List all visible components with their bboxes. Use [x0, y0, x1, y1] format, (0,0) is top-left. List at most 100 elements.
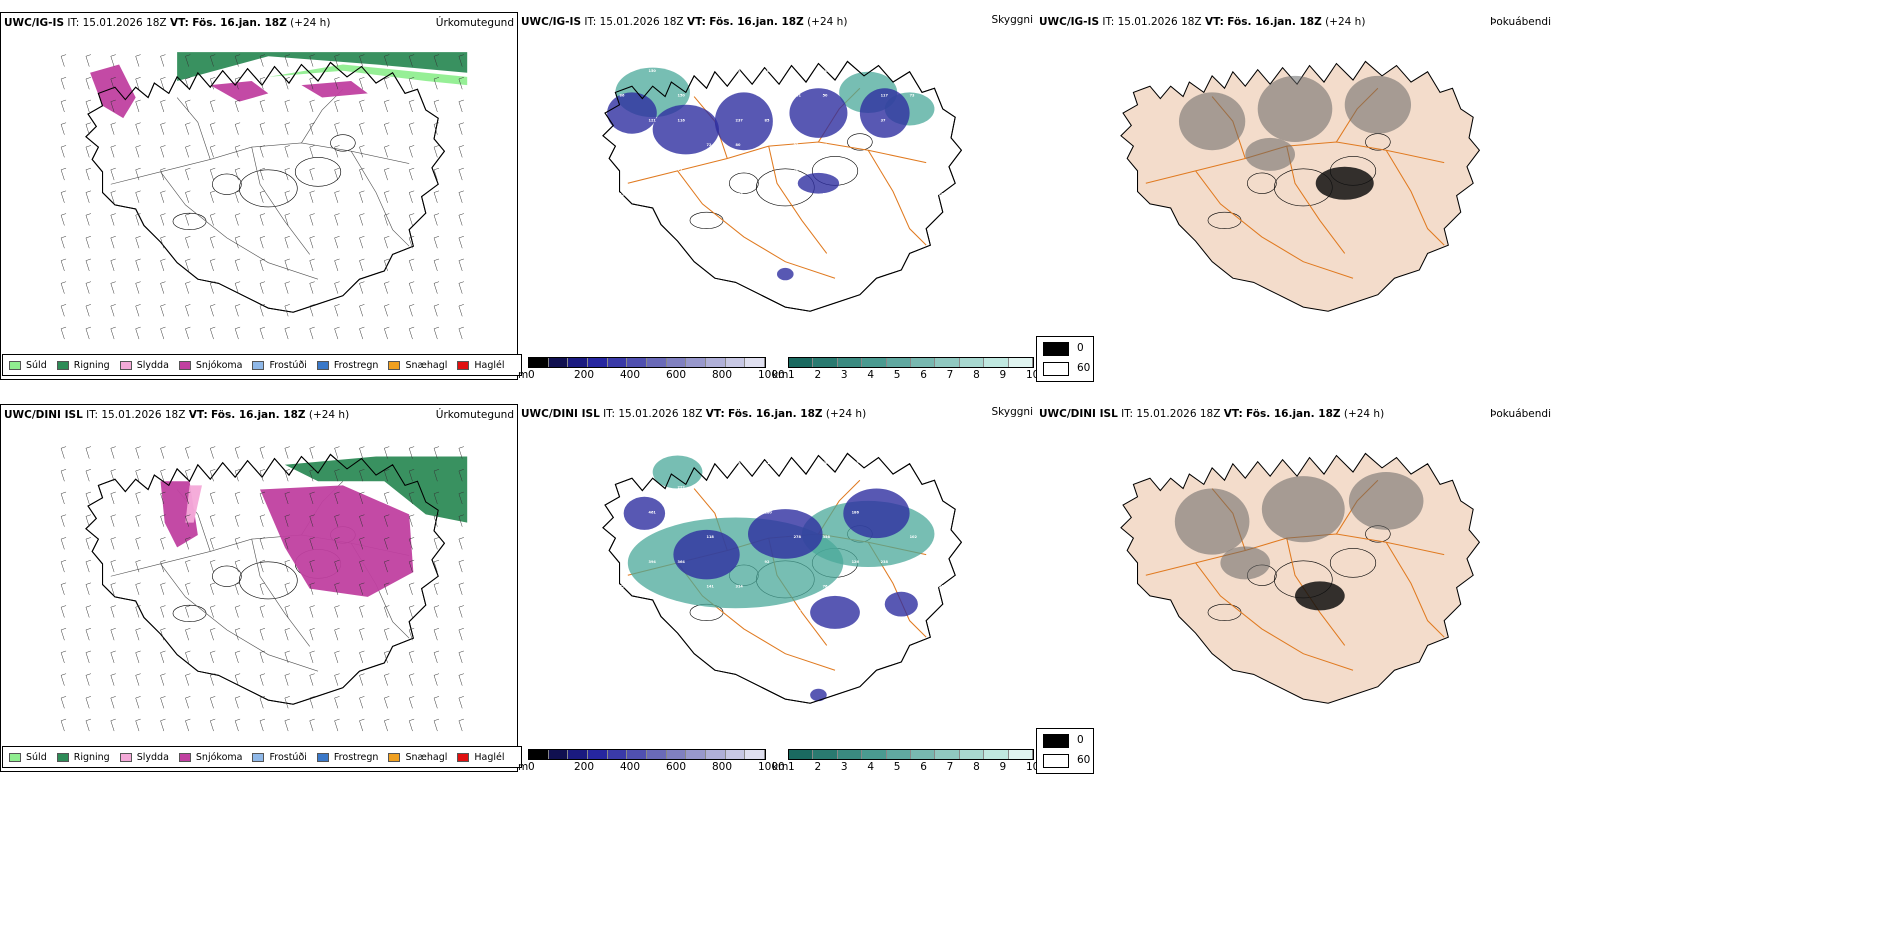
wind-barb [458, 145, 464, 158]
legend-swatch [9, 752, 21, 762]
wind-barb [259, 605, 266, 618]
wind-barb [60, 650, 67, 664]
cloud-base-value: 314 [736, 585, 744, 589]
wind-barb [259, 469, 266, 482]
wind-barb [185, 537, 191, 550]
wind-barb [284, 54, 290, 67]
wind-barb [408, 145, 415, 158]
legend-item: Frostúði [252, 360, 307, 371]
wind-barb [110, 213, 116, 226]
wind-barb [384, 514, 390, 527]
wind-barb [185, 491, 191, 505]
cloud-base-value: 156 [620, 486, 628, 490]
wind-barb [185, 559, 191, 573]
wind-barb [458, 167, 464, 181]
wind-barb [284, 514, 290, 527]
road-line [1286, 145, 1346, 254]
wind-barb [334, 628, 340, 641]
wind-barb [185, 145, 191, 158]
wind-barb [110, 145, 116, 158]
wind-barb [85, 537, 92, 550]
wind-barb [433, 281, 440, 294]
wind-barb [433, 326, 440, 340]
wind-barb [433, 559, 440, 573]
legend-item: Snjókoma [178, 752, 242, 763]
wind-barb [408, 628, 415, 641]
wind-barb [210, 673, 216, 686]
wind-barb [458, 537, 464, 550]
legend-item: Rigning [56, 360, 110, 371]
wind-barb [408, 514, 415, 527]
wind-barb [408, 236, 415, 249]
wind-barb [160, 537, 166, 550]
wind-barb [60, 190, 67, 203]
wind-barb [433, 446, 440, 459]
panel-title: UWC/IG-IS IT: 15.01.2026 18Z VT: Fös. 16… [521, 16, 848, 28]
wind-barb [408, 304, 415, 317]
wind-barb [384, 99, 390, 113]
wind-barb [60, 54, 67, 67]
wind-barb [234, 145, 241, 158]
wind-barb [135, 582, 141, 595]
panel-title: UWC/DINI ISL IT: 15.01.2026 18Z VT: Fös.… [521, 408, 867, 420]
wind-barb [284, 281, 290, 294]
wind-barb [210, 605, 216, 618]
road-line [1195, 170, 1354, 279]
cloud-base-value: 84 [620, 143, 625, 147]
wind-barb [110, 77, 116, 90]
wind-barb [185, 628, 191, 641]
wind-barb [85, 605, 92, 618]
road-line [768, 145, 828, 254]
cloud-base-value: 154 [707, 486, 715, 490]
cloud-base-value: 89 [736, 461, 741, 465]
wind-barb [234, 628, 241, 641]
legend-label: Súld [26, 359, 47, 371]
wind-barb [185, 605, 191, 618]
wind-barb [259, 696, 266, 709]
wind-barb [60, 696, 67, 709]
wind-barb [160, 469, 166, 482]
wind-barb [110, 673, 116, 686]
wind-barb [334, 469, 340, 482]
cloud-base-value: 121 [910, 267, 918, 271]
wind-barb [284, 469, 290, 482]
colorbar-tick: 600 [666, 761, 687, 773]
glacier-outline [212, 173, 242, 195]
legend-item: Snjókoma [178, 360, 242, 371]
wind-barb [458, 54, 464, 67]
wind-barb [458, 122, 464, 135]
wind-barb [234, 304, 241, 317]
wind-barb [458, 559, 464, 573]
legend-swatch [119, 752, 132, 762]
wind-barb [60, 718, 67, 732]
glacier-outline [238, 561, 298, 600]
wind-barb [334, 326, 340, 340]
cloud-base-area [797, 172, 840, 194]
cloud-base-value: 47 [852, 168, 857, 172]
wind-barb [234, 582, 241, 595]
cloud-base-value: 72 [707, 143, 712, 147]
legend-item: Frostregn [316, 360, 378, 371]
wind-barb [284, 213, 290, 226]
wind-barb [334, 650, 340, 664]
cloud-base-value: 155 [765, 609, 773, 613]
wind-barb [85, 673, 92, 686]
wind-barb [408, 281, 415, 294]
wind-barb [408, 718, 415, 732]
wind-barb [334, 605, 340, 618]
wind-barb [234, 281, 241, 294]
precip-area [268, 64, 468, 86]
wind-barb [85, 167, 92, 181]
wind-barb [458, 650, 464, 664]
wind-barb [309, 582, 315, 595]
wind-barb [408, 673, 415, 686]
wind-barb [458, 605, 464, 618]
wind-barb [234, 605, 241, 618]
wind-barb [334, 718, 340, 732]
wind-barb [60, 145, 67, 158]
cloud-base-value: 121 [649, 118, 657, 122]
cloud-base-value: 116 [678, 118, 686, 122]
wind-barb [185, 99, 191, 113]
wind-barb [384, 167, 390, 181]
wind-barb [259, 559, 266, 573]
